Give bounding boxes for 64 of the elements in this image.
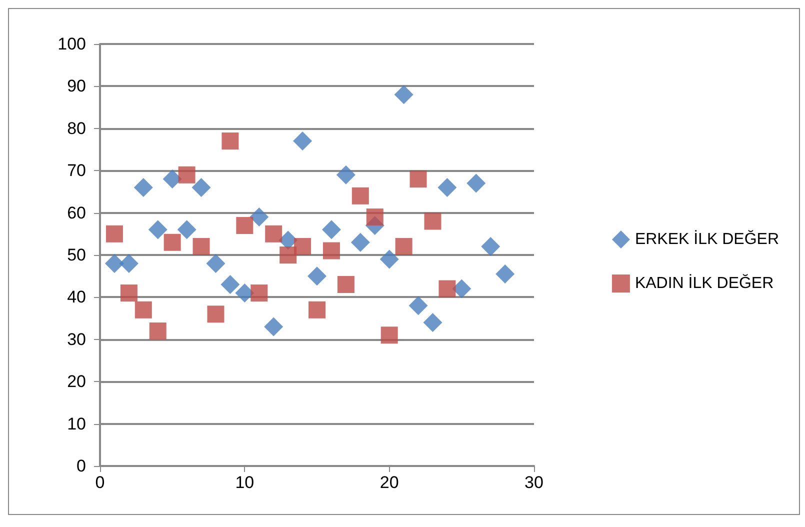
point: [438, 280, 456, 298]
point: [120, 284, 138, 302]
legend-label: KADIN İLK DEĞER: [634, 274, 774, 292]
y-tick-label: 10: [67, 414, 86, 434]
point: [424, 212, 442, 230]
point: [308, 301, 326, 318]
point: [250, 208, 269, 227]
point: [466, 174, 486, 193]
point: [366, 208, 384, 226]
point: [380, 326, 398, 344]
point: [322, 220, 341, 240]
legend-label: ERKEK İLK DEĞER: [634, 230, 779, 248]
point: [410, 170, 427, 188]
point: [293, 132, 312, 151]
point: [134, 178, 153, 197]
point: [481, 237, 500, 256]
point: [222, 132, 239, 150]
point: [308, 266, 326, 286]
point: [264, 317, 284, 336]
point: [280, 246, 297, 264]
y-tick-label: 20: [67, 372, 86, 392]
point: [336, 165, 356, 184]
point: [380, 250, 399, 269]
point: [236, 216, 254, 234]
y-tick-label: 50: [67, 246, 86, 264]
point: [394, 85, 414, 104]
point: [192, 238, 210, 256]
point: [134, 301, 152, 318]
point: [206, 254, 226, 273]
point: [294, 238, 312, 256]
point: [178, 166, 196, 184]
point: [192, 178, 211, 197]
point: [322, 242, 340, 260]
point: [177, 220, 196, 240]
y-tick-label: 40: [67, 288, 86, 307]
point: [148, 220, 168, 240]
point: [265, 225, 282, 242]
point: [250, 284, 268, 302]
point: [337, 276, 354, 294]
y-tick-label: 80: [67, 118, 86, 138]
x-tick-label: 0: [95, 473, 105, 492]
point: [106, 225, 123, 242]
x-tick-label: 10: [235, 473, 254, 492]
point: [149, 322, 166, 340]
point: [352, 187, 369, 204]
y-tick-label: 90: [67, 76, 86, 96]
y-tick-label: 70: [67, 161, 86, 180]
point: [220, 275, 240, 294]
y-tick-label: 30: [67, 330, 86, 349]
y-tick-label: 60: [67, 203, 86, 222]
point: [104, 254, 124, 273]
y-tick-label: 0: [76, 456, 86, 476]
point: [395, 238, 412, 256]
point: [408, 296, 428, 316]
x-tick-label: 20: [380, 473, 399, 492]
point: [207, 306, 224, 323]
point: [438, 178, 457, 197]
point: [496, 264, 515, 284]
point: [423, 313, 442, 332]
point: [350, 232, 370, 252]
point: [119, 254, 138, 273]
x-tick-label: 30: [524, 473, 544, 492]
y-tick-label: 100: [58, 34, 86, 54]
point: [164, 234, 181, 251]
